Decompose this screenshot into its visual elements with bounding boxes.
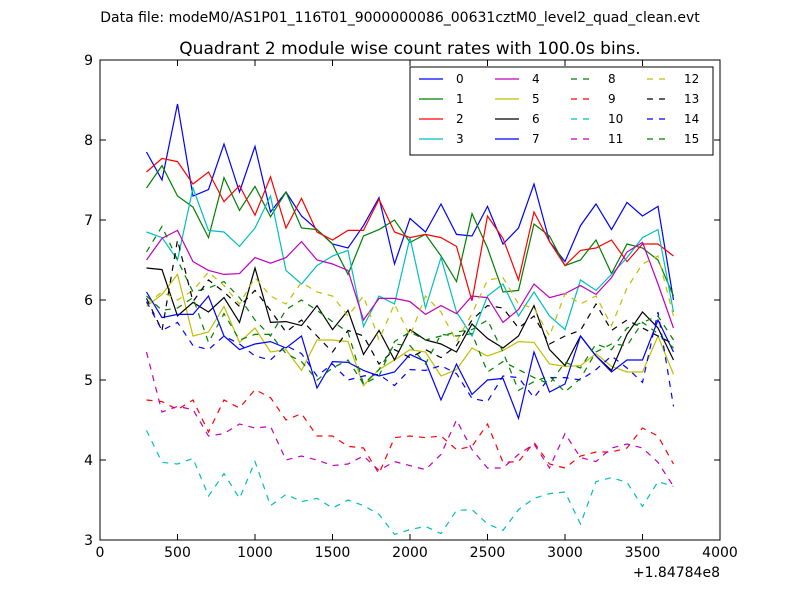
legend-label-4: 4 [532,72,540,86]
x-axis-offset-label: +1.84784e8 [633,565,720,581]
series-line-7 [145,291,675,421]
series-line-4 [146,229,675,329]
legend-label-0: 0 [456,72,464,86]
legend-label-14: 14 [684,112,699,126]
legend-label-5: 5 [532,92,540,106]
series-line-12 [146,255,675,343]
legend-label-8: 8 [608,72,616,86]
series-line-9 [146,388,675,475]
x-tick-label: 4000 [702,545,738,561]
legend-label-13: 13 [684,92,699,106]
x-tick-label: 2500 [470,545,506,561]
data-file-label: Data file: modeM0/AS1P01_116T01_90000000… [100,10,700,26]
chart-title: Quadrant 2 module wise count rates with … [179,39,640,59]
series-line-15 [146,295,675,385]
y-tick-label: 6 [84,293,93,309]
x-tick-label: 1500 [315,545,351,561]
series-layer [145,103,675,536]
y-tick-label: 3 [84,533,93,549]
y-tick-label: 4 [84,453,93,469]
x-tick-label: 2000 [392,545,428,561]
series-line-5 [146,273,675,387]
x-tick-label: 1000 [237,545,273,561]
series-line-0 [145,103,675,301]
legend-label-9: 9 [608,92,616,106]
legend-label-6: 6 [532,112,540,126]
axis-ticks: 0 500 1000 1500 2000 2500 3000 3500 4000 3 4 5 6 7 8 9 [84,53,738,561]
y-tick-label: 9 [84,53,93,69]
x-tick-label: 0 [96,545,105,561]
series-line-3 [146,185,675,338]
legend-label-10: 10 [608,112,623,126]
series-line-1 [146,164,675,297]
series-line-14 [145,301,675,407]
y-tick-label: 7 [84,213,93,229]
y-tick-label: 5 [84,373,93,389]
legend-label-15: 15 [684,132,699,146]
x-tick-label: 3000 [547,545,583,561]
x-tick-label: 3500 [625,545,661,561]
series-line-10 [145,430,674,536]
series-line-8 [145,225,674,393]
legend-label-12: 12 [684,72,699,86]
series-line-11 [145,351,675,487]
x-tick-label: 500 [164,545,191,561]
legend-box [409,66,714,156]
legend-label-7: 7 [532,132,540,146]
y-tick-label: 8 [84,133,93,149]
legend-label-11: 11 [608,132,623,146]
legend-label-1: 1 [456,92,464,106]
legend-label-2: 2 [456,112,464,126]
legend-label-3: 3 [456,132,464,146]
